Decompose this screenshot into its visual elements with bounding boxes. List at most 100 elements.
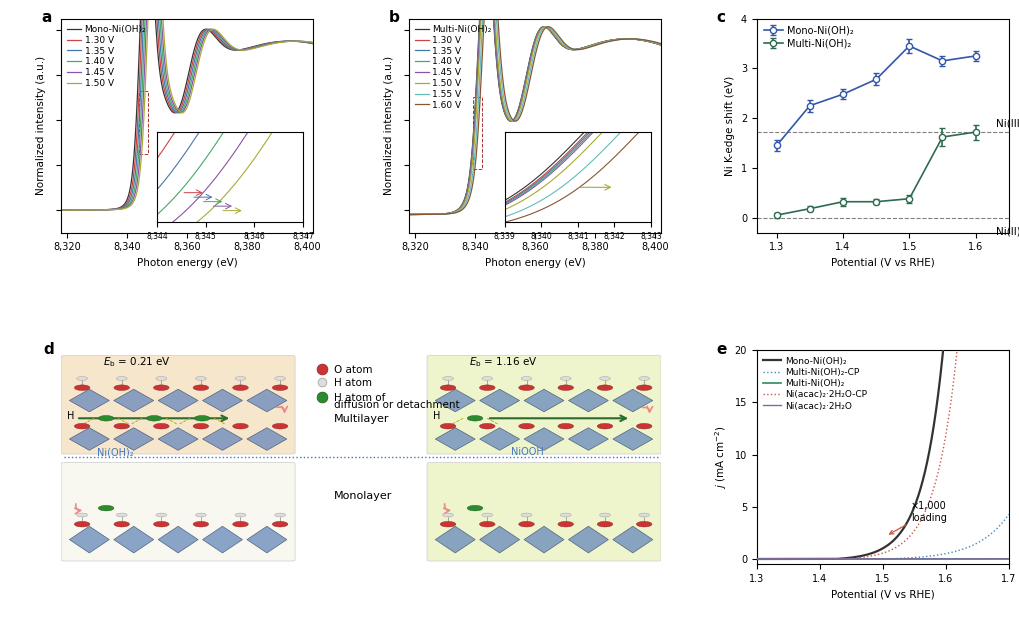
Ni(acac)₂·2H₂O-CP — [897, 539, 909, 546]
Text: H: H — [67, 411, 74, 421]
Polygon shape — [524, 428, 564, 450]
Circle shape — [442, 376, 453, 381]
Circle shape — [599, 513, 610, 517]
1.40 V — [303, 38, 315, 46]
Circle shape — [521, 513, 532, 517]
Ni(acac)₂·2H₂O — [904, 556, 916, 563]
Circle shape — [521, 376, 532, 381]
Circle shape — [154, 423, 169, 429]
Mono-Ni(OH)₂ — [55, 206, 67, 214]
Multi-Ni(OH)₂-CP — [1003, 510, 1015, 518]
1.30 V — [55, 206, 67, 214]
Circle shape — [597, 423, 612, 429]
Circle shape — [116, 376, 127, 381]
Circle shape — [76, 513, 88, 517]
Circle shape — [74, 423, 90, 429]
Polygon shape — [524, 389, 564, 412]
Polygon shape — [612, 428, 653, 450]
Text: a: a — [41, 10, 51, 25]
1.30 V — [658, 42, 671, 50]
Text: e: e — [716, 342, 727, 356]
Circle shape — [156, 513, 167, 517]
Mono-Ni(OH)₂ — [1003, 336, 1015, 343]
Multi-Ni(OH)₂ — [521, 72, 533, 79]
1.50 V — [403, 211, 415, 218]
Ni(acac)₂·2H₂O-CP — [766, 556, 779, 563]
1.40 V — [310, 40, 322, 47]
Polygon shape — [203, 389, 243, 412]
1.60 V — [416, 211, 428, 218]
1.35 V — [527, 44, 539, 51]
Mono-Ni(OH)₂ — [172, 105, 184, 113]
Circle shape — [558, 521, 574, 527]
1.45 V — [303, 38, 315, 46]
Line: 1.35 V: 1.35 V — [409, 0, 664, 215]
1.60 V — [650, 38, 662, 46]
Mono-Ni(OH)₂ — [897, 525, 909, 533]
1.55 V — [604, 37, 616, 45]
Polygon shape — [569, 428, 608, 450]
X-axis label: Photon energy (eV): Photon energy (eV) — [137, 258, 237, 268]
Text: d: d — [43, 342, 54, 356]
Polygon shape — [435, 428, 475, 450]
Circle shape — [114, 521, 129, 527]
Circle shape — [519, 521, 534, 527]
Polygon shape — [69, 428, 109, 450]
1.35 V — [303, 38, 315, 46]
Mono-Ni(OH)₂ — [179, 84, 192, 92]
Circle shape — [440, 385, 455, 391]
1.50 V — [55, 206, 67, 214]
Polygon shape — [203, 428, 243, 450]
Text: diffusion or detachment: diffusion or detachment — [334, 401, 460, 410]
1.45 V — [650, 40, 662, 47]
1.30 V — [650, 40, 662, 47]
Ni(acac)₂·2H₂O-CP — [968, 336, 980, 343]
Circle shape — [114, 385, 129, 391]
Mono-Ni(OH)₂ — [303, 39, 315, 46]
Text: Ni(II): Ni(II) — [996, 226, 1019, 237]
1.50 V — [303, 38, 315, 45]
1.30 V — [403, 211, 415, 218]
1.40 V — [416, 211, 428, 218]
Mono-Ni(OH)₂ — [303, 39, 315, 46]
Circle shape — [194, 521, 209, 527]
Circle shape — [639, 513, 649, 517]
1.35 V — [310, 40, 322, 48]
Text: H: H — [433, 411, 440, 421]
1.30 V — [179, 91, 192, 98]
Circle shape — [235, 376, 246, 381]
Circle shape — [468, 415, 483, 421]
1.45 V — [604, 37, 616, 44]
Text: NiOOH: NiOOH — [512, 447, 544, 457]
FancyBboxPatch shape — [61, 463, 296, 561]
1.45 V — [416, 211, 428, 218]
Circle shape — [114, 423, 129, 429]
1.30 V — [604, 37, 616, 44]
Multi-Ni(OH)₂ — [904, 556, 916, 563]
Multi-Ni(OH)₂-CP — [904, 554, 916, 562]
1.30 V — [303, 39, 315, 46]
1.35 V — [172, 109, 184, 117]
Point — [314, 365, 330, 374]
1.45 V — [303, 38, 315, 46]
Circle shape — [519, 423, 534, 429]
1.30 V — [303, 39, 315, 46]
Polygon shape — [569, 526, 608, 553]
Line: Mono-Ni(OH)₂: Mono-Ni(OH)₂ — [757, 340, 1009, 559]
Polygon shape — [158, 389, 198, 412]
X-axis label: Potential (V vs RHE): Potential (V vs RHE) — [830, 590, 934, 600]
Circle shape — [597, 521, 612, 527]
Line: 1.40 V: 1.40 V — [409, 0, 664, 215]
1.45 V — [658, 42, 671, 50]
Ni(acac)₂·2H₂O — [942, 556, 954, 563]
Polygon shape — [569, 389, 608, 412]
Ni(acac)₂·2H₂O-CP — [904, 533, 916, 540]
Text: $E_{\rm b}$ = 1.16 eV: $E_{\rm b}$ = 1.16 eV — [469, 355, 538, 369]
Line: 1.55 V: 1.55 V — [409, 0, 664, 215]
Multi-Ni(OH)₂-CP — [766, 556, 779, 563]
1.30 V — [310, 40, 322, 48]
Polygon shape — [480, 389, 520, 412]
1.40 V — [303, 38, 315, 46]
1.35 V — [521, 74, 533, 81]
Polygon shape — [612, 526, 653, 553]
